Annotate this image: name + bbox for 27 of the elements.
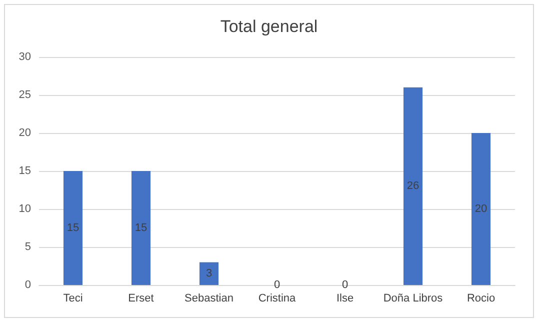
bar xyxy=(199,262,219,285)
x-tick-label: Cristina xyxy=(258,292,297,304)
x-tick-label: Sebastian xyxy=(184,292,234,304)
data-label: 26 xyxy=(406,180,420,192)
bar xyxy=(131,171,151,285)
bar xyxy=(403,87,423,285)
y-tick-label: 20 xyxy=(18,127,31,139)
x-tick-label: Doña Libros xyxy=(383,292,444,304)
y-tick-label: 25 xyxy=(18,89,31,101)
x-tick-label: Erset xyxy=(128,292,154,304)
chart-title: Total general xyxy=(220,17,318,36)
y-tick-label: 30 xyxy=(18,51,31,63)
data-label: 0 xyxy=(342,279,348,291)
x-tick-label: Teci xyxy=(63,292,83,304)
y-tick-label: 5 xyxy=(24,241,31,253)
data-label: 15 xyxy=(66,222,80,234)
x-tick-label: Ilse xyxy=(336,292,354,304)
x-tick-label: Rocio xyxy=(466,292,496,304)
data-label: 15 xyxy=(134,222,148,234)
data-label: 0 xyxy=(274,279,280,291)
data-label: 3 xyxy=(206,268,212,280)
y-tick-label: 15 xyxy=(18,165,31,177)
bar xyxy=(471,133,491,285)
y-tick-label: 0 xyxy=(24,279,31,291)
y-tick-label: 10 xyxy=(18,203,31,215)
data-label: 20 xyxy=(474,203,488,215)
bar xyxy=(63,171,83,285)
